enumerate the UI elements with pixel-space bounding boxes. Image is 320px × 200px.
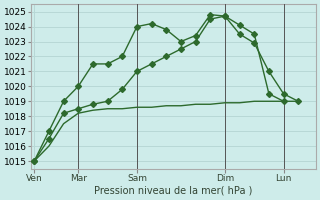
X-axis label: Pression niveau de la mer( hPa ): Pression niveau de la mer( hPa )	[94, 186, 253, 196]
